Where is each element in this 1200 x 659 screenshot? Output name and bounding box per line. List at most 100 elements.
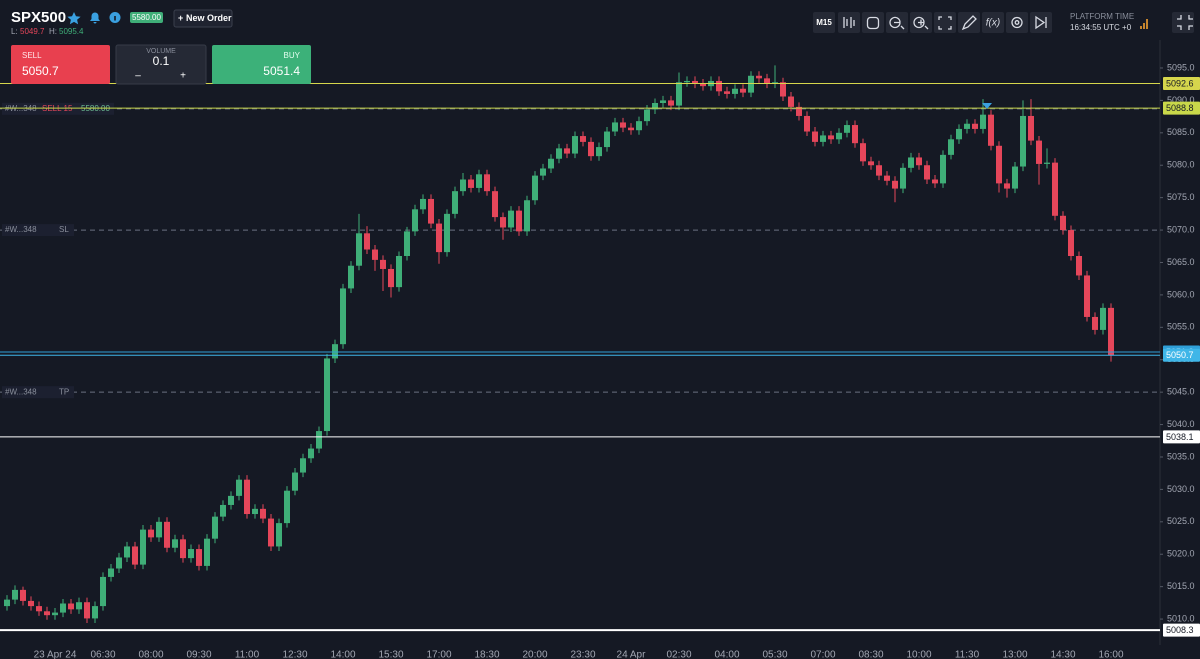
indicator-icon: f(x) [986,18,1000,29]
order-tag [2,386,74,399]
candle-body [188,549,194,559]
info-glyph [114,16,116,21]
new-order-button[interactable] [173,9,233,28]
high-value: 5095.4 [59,27,84,36]
badge: 5580.00 [132,13,161,22]
candle-body [876,165,882,176]
candle-body [820,135,826,142]
x-tick-label: 24 Apr [617,650,647,659]
candle-body [516,210,522,232]
candle-body [668,100,674,106]
candles [4,65,1114,623]
x-tick-label: 02:30 [666,650,691,659]
shape-button[interactable] [862,12,884,33]
candle-body [236,479,242,496]
x-tick-label: 23:30 [570,650,595,659]
candle-body [20,589,26,601]
timeframe-button[interactable] [813,12,835,33]
candle-body [92,606,98,619]
price-tag-label: 5008.3 [1166,625,1194,635]
price-tag [1163,101,1200,115]
volume-minus[interactable]: – [135,71,141,82]
candle-body [716,80,722,92]
candle-body [676,82,682,106]
volume-value[interactable]: 0.1 [153,54,170,68]
price-tag [1163,77,1200,91]
candle-body [420,198,426,210]
fit-icon [938,16,952,30]
candle-body [124,546,130,558]
alert-icon[interactable] [90,12,100,24]
candle-body [444,213,450,253]
candle-body [1108,307,1114,356]
candle-body [228,495,234,505]
draw-button[interactable] [958,12,980,33]
candle-body [4,599,10,607]
y-tick-label: 5070.0 [1167,224,1195,234]
favorite-icon[interactable] [67,12,81,25]
candle-body [60,603,66,613]
sell-button[interactable] [11,45,110,84]
indicator-button[interactable] [982,12,1004,33]
candle-body [356,233,362,266]
candle-body [252,508,258,515]
price-tag [1163,348,1200,362]
candle-body [956,128,962,140]
candle-body [740,88,746,93]
buy-button[interactable] [212,45,311,84]
candle-body [964,123,970,129]
buy-price: 5051.4 [263,64,300,78]
shape-icon [866,16,880,30]
x-tick-label: 10:00 [906,650,931,659]
y-tick-label: 5080.0 [1167,160,1195,170]
candle-body [140,529,146,565]
candle-body [916,157,922,166]
candle-body [780,82,786,97]
settings-icon [1011,16,1023,29]
toolbar: M15 f(x) PLATFORM TIME 16:34:55 UTC +0 [813,12,1194,33]
candle-body [860,143,866,162]
x-tick-label: 09:30 [186,650,211,659]
candle-body [172,539,178,548]
candle-body [12,589,18,600]
order-id: #W...348 [5,387,37,396]
y-tick-label: 5020.0 [1167,549,1195,559]
x-tick-label: 04:00 [714,650,739,659]
candle-body [884,175,890,181]
candle-body [660,100,666,103]
price-tag-label: 5050.7 [1166,350,1194,360]
play-button[interactable] [1030,12,1052,33]
candle-body [684,80,690,83]
x-tick-label: 17:00 [426,650,451,659]
signal-icon [1140,19,1148,29]
candle-body [540,168,546,176]
candle-body [52,612,58,616]
zoom-in-icon [913,16,929,30]
candle-body [404,231,410,256]
volume-plus[interactable]: + [180,71,186,82]
candle-body [788,96,794,107]
candle-body [388,268,394,288]
chart-type-button[interactable] [838,12,860,33]
price-tag-label: 5092.6 [1166,78,1194,88]
candle-body [1036,140,1042,164]
fit-button[interactable] [934,12,956,33]
candle-body [620,122,626,128]
settings-button[interactable] [1006,12,1028,33]
candle-body [476,174,482,188]
candle-body [156,521,162,538]
candle-body [324,358,330,432]
y-tick-label: 5015.0 [1167,581,1195,591]
y-tick-label: 5095.0 [1167,62,1195,72]
position-marker [982,103,992,109]
candle-body [924,165,930,180]
header: SPX500 5580.00 L: 5049.7 H: 5095.4 + New… [11,9,233,36]
candle-body [132,546,138,565]
fullscreen-button[interactable] [1172,12,1194,33]
symbol[interactable]: SPX500 [11,9,66,26]
x-tick-label: 12:30 [282,650,307,659]
y-tick-label: 5055.0 [1167,322,1195,332]
volume-box [115,44,207,85]
candle-body [772,82,778,84]
candle-body [892,180,898,189]
